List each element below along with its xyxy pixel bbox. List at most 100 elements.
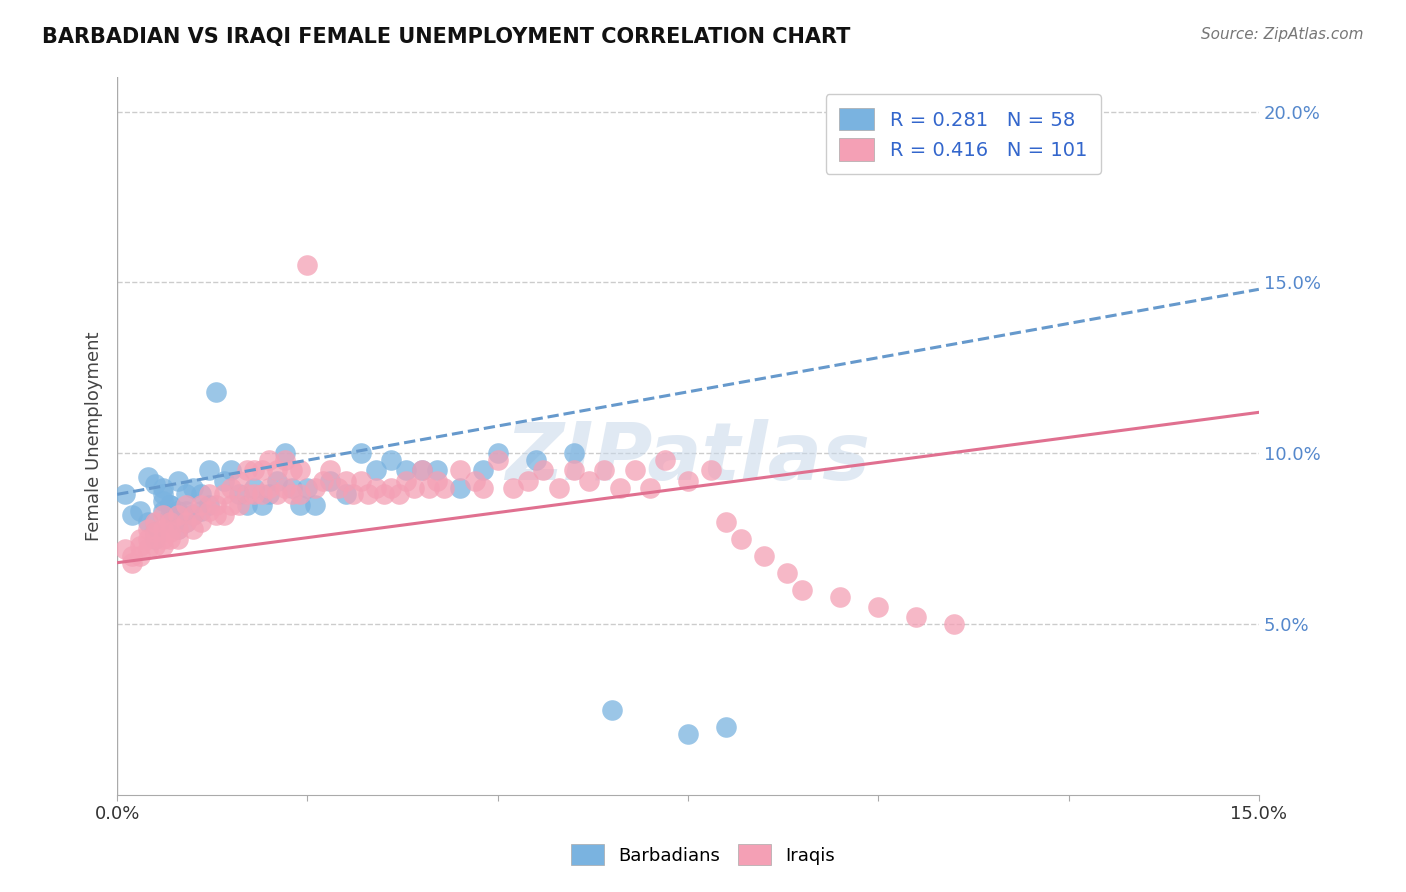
- Point: [364, 463, 387, 477]
- Point: [143, 532, 166, 546]
- Point: [259, 453, 281, 467]
- Point: [471, 481, 494, 495]
- Point: [152, 508, 174, 522]
- Point: [266, 463, 288, 477]
- Y-axis label: Female Unemployment: Female Unemployment: [86, 332, 103, 541]
- Point: [143, 477, 166, 491]
- Point: [136, 541, 159, 556]
- Point: [486, 446, 509, 460]
- Text: Source: ZipAtlas.com: Source: ZipAtlas.com: [1201, 27, 1364, 42]
- Point: [114, 487, 136, 501]
- Point: [143, 539, 166, 553]
- Point: [273, 453, 295, 467]
- Point: [776, 566, 799, 580]
- Point: [174, 487, 197, 501]
- Point: [181, 522, 204, 536]
- Point: [143, 524, 166, 539]
- Point: [167, 508, 190, 522]
- Point: [143, 515, 166, 529]
- Point: [547, 481, 569, 495]
- Point: [273, 446, 295, 460]
- Point: [288, 463, 311, 477]
- Point: [152, 539, 174, 553]
- Point: [159, 498, 181, 512]
- Point: [426, 463, 449, 477]
- Point: [531, 463, 554, 477]
- Point: [471, 463, 494, 477]
- Point: [114, 541, 136, 556]
- Text: BARBADIAN VS IRAQI FEMALE UNEMPLOYMENT CORRELATION CHART: BARBADIAN VS IRAQI FEMALE UNEMPLOYMENT C…: [42, 27, 851, 46]
- Point: [250, 463, 273, 477]
- Point: [235, 498, 257, 512]
- Point: [395, 463, 418, 477]
- Point: [205, 508, 228, 522]
- Point: [388, 487, 411, 501]
- Point: [335, 487, 357, 501]
- Point: [464, 474, 486, 488]
- Point: [562, 463, 585, 477]
- Point: [700, 463, 723, 477]
- Point: [181, 508, 204, 522]
- Point: [676, 726, 699, 740]
- Point: [152, 487, 174, 501]
- Point: [190, 504, 212, 518]
- Text: ZIPatlas: ZIPatlas: [506, 418, 870, 497]
- Point: [221, 463, 243, 477]
- Point: [350, 474, 373, 488]
- Point: [143, 524, 166, 539]
- Point: [152, 494, 174, 508]
- Point: [167, 504, 190, 518]
- Point: [335, 474, 357, 488]
- Point: [364, 481, 387, 495]
- Point: [342, 487, 364, 501]
- Point: [129, 549, 152, 563]
- Point: [449, 463, 471, 477]
- Point: [402, 481, 425, 495]
- Point: [152, 481, 174, 495]
- Point: [152, 522, 174, 536]
- Point: [228, 487, 250, 501]
- Point: [350, 446, 373, 460]
- Point: [638, 481, 661, 495]
- Legend: R = 0.281   N = 58, R = 0.416   N = 101: R = 0.281 N = 58, R = 0.416 N = 101: [825, 95, 1101, 174]
- Point: [136, 470, 159, 484]
- Point: [152, 504, 174, 518]
- Point: [433, 481, 456, 495]
- Point: [288, 498, 311, 512]
- Point: [259, 481, 281, 495]
- Point: [752, 549, 775, 563]
- Point: [243, 463, 266, 477]
- Point: [221, 481, 243, 495]
- Point: [319, 463, 342, 477]
- Point: [524, 453, 547, 467]
- Point: [212, 487, 235, 501]
- Point: [152, 532, 174, 546]
- Point: [228, 474, 250, 488]
- Point: [136, 515, 159, 529]
- Point: [136, 522, 159, 536]
- Point: [174, 504, 197, 518]
- Point: [250, 498, 273, 512]
- Point: [221, 498, 243, 512]
- Point: [486, 453, 509, 467]
- Point: [426, 474, 449, 488]
- Point: [235, 487, 257, 501]
- Point: [609, 481, 631, 495]
- Point: [159, 524, 181, 539]
- Point: [121, 556, 143, 570]
- Point: [654, 453, 676, 467]
- Point: [411, 463, 433, 477]
- Point: [167, 532, 190, 546]
- Point: [411, 463, 433, 477]
- Point: [281, 487, 304, 501]
- Point: [357, 487, 380, 501]
- Point: [181, 508, 204, 522]
- Point: [373, 487, 395, 501]
- Point: [212, 508, 235, 522]
- Point: [326, 481, 349, 495]
- Point: [174, 515, 197, 529]
- Point: [517, 474, 540, 488]
- Point: [380, 481, 402, 495]
- Point: [159, 498, 181, 512]
- Point: [273, 481, 295, 495]
